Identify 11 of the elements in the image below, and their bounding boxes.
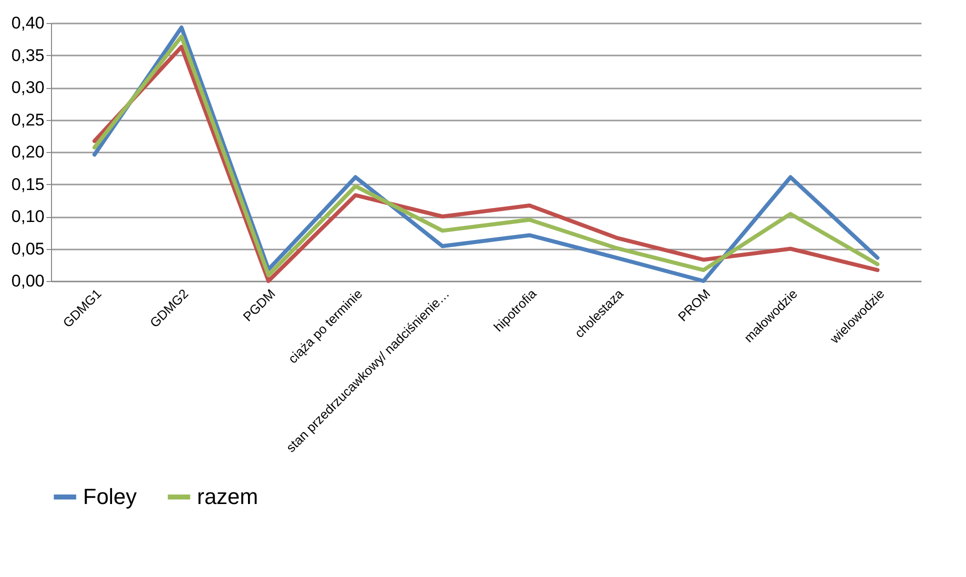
y-tick-label: 0,20: [11, 142, 44, 162]
y-tick-label: 0,00: [11, 272, 44, 290]
legend-label: razem: [197, 484, 258, 509]
y-tick-label: 0,40: [11, 14, 44, 32]
y-tick-label: 0,35: [11, 46, 44, 65]
y-tick-label: 0,30: [11, 78, 44, 97]
y-tick-label: 0,25: [11, 110, 44, 130]
legend-label: Foley: [83, 484, 137, 509]
y-tick-label: 0,05: [11, 239, 44, 258]
y-tick-label: 0,10: [11, 207, 44, 226]
y-tick-label: 0,15: [11, 174, 44, 194]
